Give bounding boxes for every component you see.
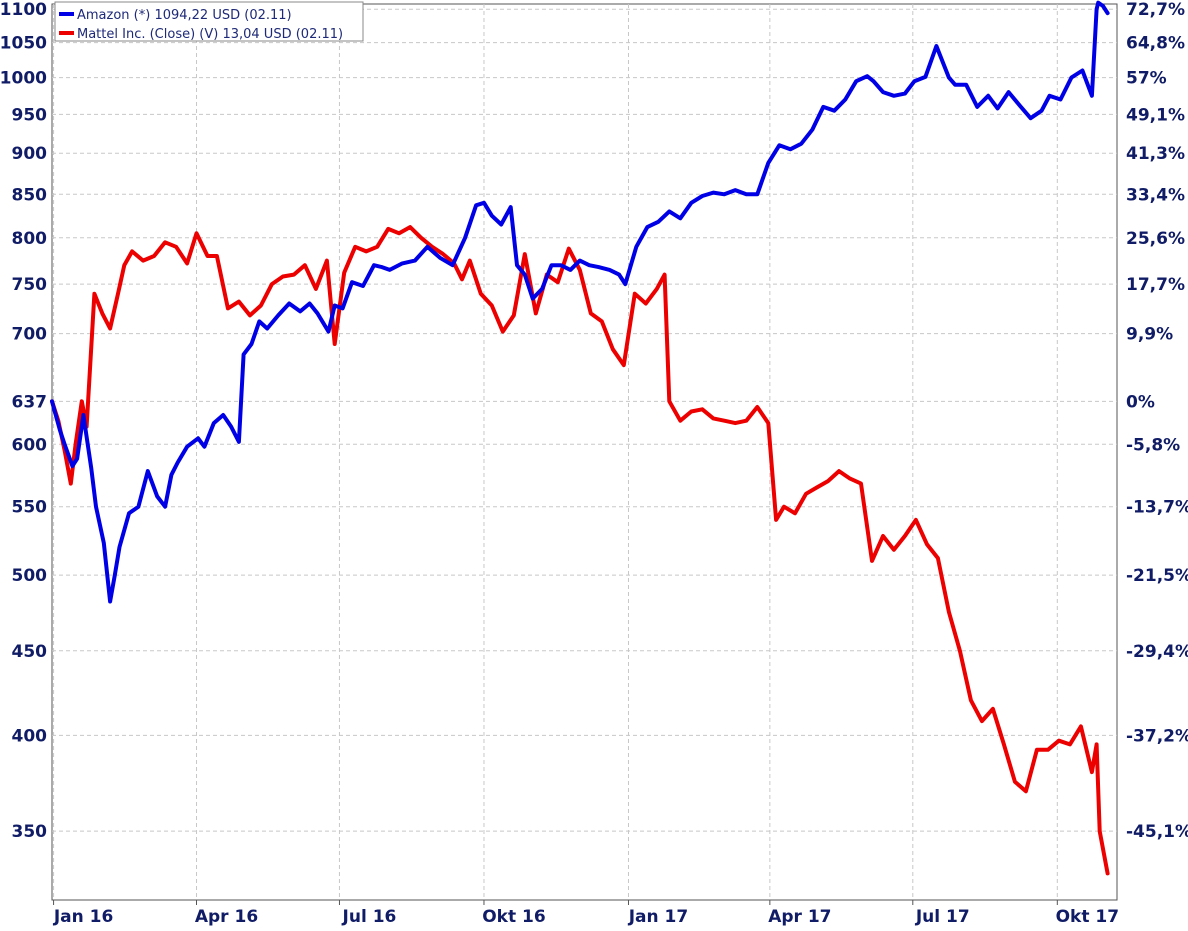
x-tick-label: Okt 16 [482, 907, 545, 927]
series-lines [50, 0, 1110, 876]
y-left-tick-label: 1050 [0, 34, 47, 54]
y-left-tick-label: 950 [12, 105, 48, 125]
plot-area [51, 3, 1118, 901]
y-right-tick-label: -21,5% [1126, 566, 1188, 586]
legend-entry-label: Amazon (*) 1094,22 USD (02.11) [77, 8, 292, 23]
y-right-tick-label: -29,4% [1126, 642, 1188, 662]
y-left-tick-label: 350 [12, 822, 48, 842]
legend-box [54, 1, 364, 42]
y-right-tick-label: 41,3% [1126, 144, 1185, 164]
y-right-tick-label: 64,8% [1126, 34, 1185, 54]
y-left-tick-label: 1100 [0, 0, 47, 20]
legend-entry-label: Mattel Inc. (Close) (V) 13,04 USD (02.11… [77, 27, 343, 42]
y-right-tick-label: 25,6% [1126, 229, 1185, 249]
y-left-tick-label: 900 [12, 144, 48, 164]
y-left-tick-label: 637 [12, 392, 48, 412]
y-left-tick-label: 800 [12, 229, 48, 249]
y-left-tick-label: 450 [12, 642, 48, 662]
x-tick-label: Apr 17 [768, 907, 831, 927]
y-left-tick-label: 400 [12, 726, 48, 746]
y-left-tick-label: 1000 [0, 69, 47, 89]
x-tick-label: Apr 16 [195, 907, 258, 927]
series-line-amazon [50, 0, 1110, 604]
y-right-tick-label: 17,7% [1126, 275, 1185, 295]
y-right-tick-label: 0% [1126, 392, 1155, 412]
x-tick-label: Jan 17 [628, 907, 688, 927]
x-tick-label: Okt 17 [1056, 907, 1119, 927]
legend: Amazon (*) 1094,22 USD (02.11) Mattel Inc… [54, 1, 364, 42]
y-left-tick-label: 600 [12, 435, 48, 455]
y-left-tick-label: 550 [12, 498, 48, 518]
x-tick-label: Jan 16 [53, 907, 113, 927]
y-right-tick-label: 49,1% [1126, 105, 1185, 125]
y-left-tick-label: 750 [12, 275, 48, 295]
y-right-tick-label: -13,7% [1126, 498, 1188, 518]
y-right-tick-label: -37,2% [1126, 726, 1188, 746]
x-tick-label: Jul 17 [915, 907, 970, 927]
y-right-tick-label: 72,7% [1126, 0, 1185, 20]
y-left-tick-label: 700 [12, 325, 48, 345]
y-right-tick-label: 33,4% [1126, 185, 1185, 205]
y-right-tick-label: -5,8% [1126, 435, 1180, 455]
y-right-tick-label: 9,9% [1126, 325, 1173, 345]
y-right-tick-label: -45,1% [1126, 822, 1188, 842]
y-right-tick-label: 57% [1126, 69, 1167, 89]
y-left-tick-label: 850 [12, 185, 48, 205]
y-left-tick-label: 500 [12, 566, 48, 586]
x-tick-label: Jul 16 [342, 907, 397, 927]
